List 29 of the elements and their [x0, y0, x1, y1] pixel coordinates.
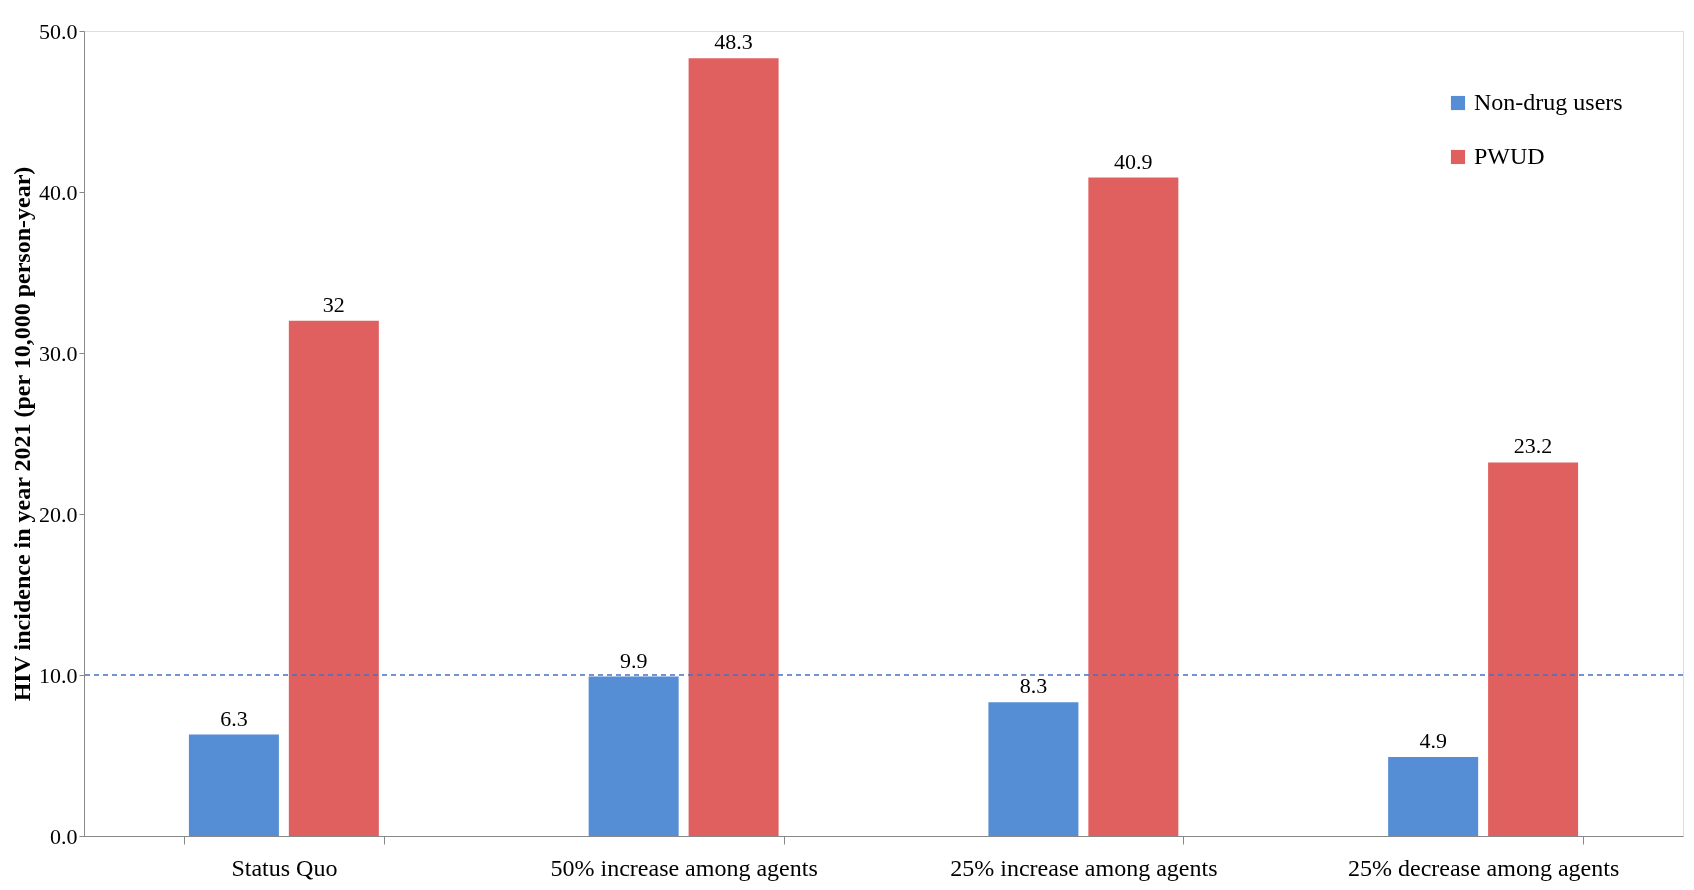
data-label: 40.9: [1114, 148, 1153, 174]
x-tick-label: 25% decrease among agents: [1348, 854, 1620, 881]
y-tick-label: 40.0: [39, 179, 78, 205]
y-tick-label: 20.0: [39, 501, 78, 527]
bar: [1088, 177, 1179, 836]
y-tick-label: 0.0: [50, 823, 78, 849]
bar: [1388, 757, 1479, 836]
data-label: 32: [322, 291, 345, 317]
legend-label: PWUD: [1474, 143, 1545, 169]
y-axis-title: HIV incidence in year 2021 (per 10,000 person-year): [9, 166, 35, 702]
data-label: 48.3: [714, 29, 753, 55]
data-label: 8.3: [1019, 673, 1048, 699]
x-tick-label: 25% increase among agents: [950, 854, 1218, 881]
data-label: 23.2: [1513, 433, 1553, 459]
bar: [1488, 462, 1579, 836]
y-tick-label: 10.0: [39, 662, 78, 688]
bar: [188, 734, 279, 836]
bar: [988, 702, 1079, 836]
y-tick-label: 50.0: [39, 18, 78, 44]
bar: [588, 676, 679, 836]
data-label: 4.9: [1419, 728, 1447, 754]
legend-label: Non-drug users: [1474, 89, 1623, 115]
data-label: 6.3: [220, 705, 248, 731]
data-label: 9.9: [619, 647, 648, 673]
y-tick-label: 30.0: [39, 340, 78, 366]
x-tick-label: 50% increase among agents: [550, 854, 818, 881]
bar: [688, 58, 779, 836]
bar: [288, 320, 379, 836]
x-tick-label: Status Quo: [231, 854, 338, 881]
